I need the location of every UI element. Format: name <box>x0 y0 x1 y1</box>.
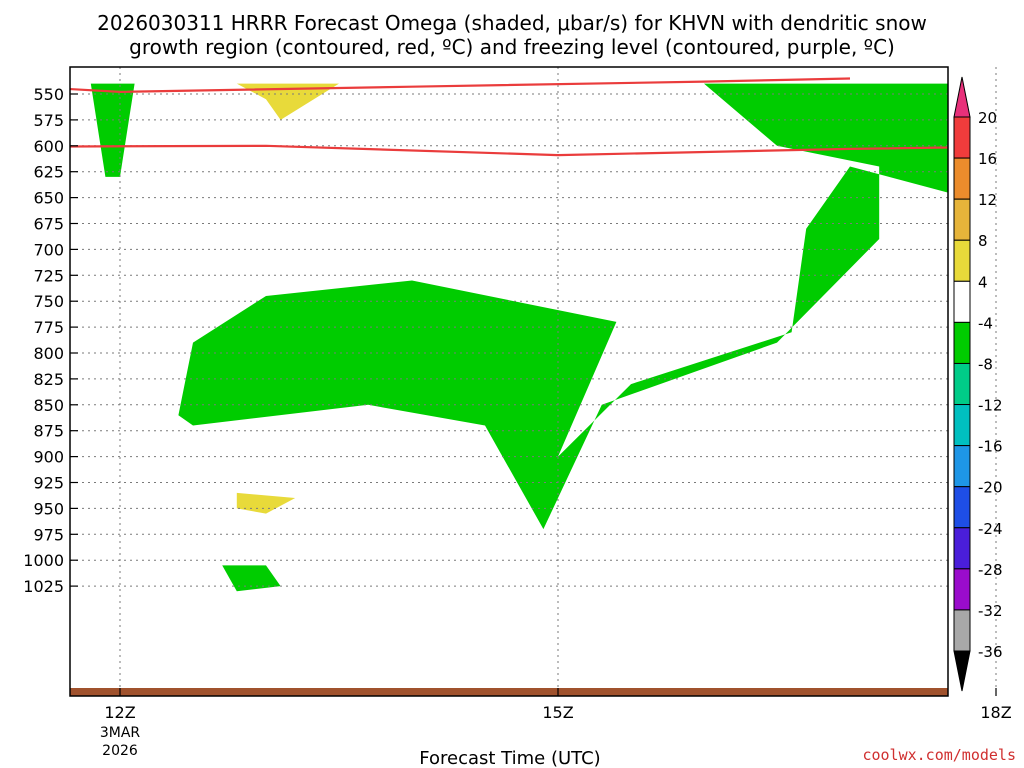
colorbar-segment <box>953 321 971 364</box>
colorbar-segment <box>953 239 971 282</box>
y-tick-label: 850 <box>33 396 64 415</box>
y-tick-label: 550 <box>33 85 64 104</box>
colorbar-label: -16 <box>978 438 1003 456</box>
colorbar-label: -4 <box>978 314 993 332</box>
colorbar-bottom-arrow <box>953 650 971 692</box>
colorbar-label: -32 <box>978 602 1003 620</box>
ground-layer <box>70 688 948 696</box>
colorbar-segment <box>953 486 971 529</box>
x-tick-label: 12Z <box>104 703 135 722</box>
y-tick-label: 650 <box>33 189 64 208</box>
colorbar-label: -36 <box>978 643 1003 661</box>
colorbar-label: 16 <box>978 150 997 168</box>
chart-title-line-1: 2026030311 HRRR Forecast Omega (shaded, … <box>97 11 927 35</box>
y-tick-label: 775 <box>33 318 64 337</box>
colorbar-label: -8 <box>978 355 993 373</box>
y-tick-label: 600 <box>33 137 64 156</box>
colorbar-segment <box>953 157 971 200</box>
colorbar-segment <box>953 404 971 447</box>
y-tick-label: 750 <box>33 292 64 311</box>
omega-region-0 <box>90 83 135 177</box>
colorbar-segment <box>953 116 971 159</box>
x-tick-label: 18Z <box>980 703 1011 722</box>
chart-title-line-2: growth region (contoured, red, ºC) and f… <box>129 35 895 59</box>
y-tick-label: 675 <box>33 215 64 234</box>
colorbar-label: -24 <box>978 520 1003 538</box>
y-tick-label: 1025 <box>23 577 64 596</box>
omega-region-15 <box>236 492 296 514</box>
colorbar-label: 20 <box>978 109 997 127</box>
colorbar-segment <box>953 280 971 323</box>
y-tick-label: 975 <box>33 525 64 544</box>
colorbar-label: 4 <box>978 273 988 291</box>
x-tick-label: 15Z <box>542 703 573 722</box>
plot-frame <box>69 66 949 697</box>
ground-surface <box>70 688 948 696</box>
colorbar: 20 16 12 8 4 -4 -8 -12 -16 -20 -24 -28 -32 -36 <box>953 76 1003 692</box>
omega-region-1 <box>178 83 948 530</box>
grid-layer <box>70 67 997 696</box>
y-tick-label: 800 <box>33 344 64 363</box>
y-tick-label: 700 <box>33 240 64 259</box>
credit-text: coolwx.com/models <box>862 746 1016 764</box>
pressure-axis: 550 575 600 625 650 675 700 725 750 775 800 825 850 8… <box>23 85 78 596</box>
colorbar-segment <box>953 568 971 611</box>
contour-layer <box>70 77 948 157</box>
colorbar-label: -20 <box>978 479 1003 497</box>
y-tick-label: 1000 <box>23 551 64 570</box>
colorbar-segment <box>953 445 971 488</box>
omega-region-6 <box>222 565 281 592</box>
omega-region-14 <box>236 83 339 120</box>
colorbar-label: -28 <box>978 561 1003 579</box>
y-tick-label: 900 <box>33 448 64 467</box>
colorbar-label: -12 <box>978 397 1003 415</box>
colorbar-segment <box>953 609 971 652</box>
colorbar-label: 12 <box>978 191 997 209</box>
dgz-contour-0 <box>70 77 851 94</box>
colorbar-segment <box>953 198 971 241</box>
y-tick-label: 625 <box>33 163 64 182</box>
colorbar-label: 8 <box>978 232 988 250</box>
y-tick-label: 725 <box>33 266 64 285</box>
y-tick-label: 825 <box>33 370 64 389</box>
time-axis: 12Z3MAR202615Z18Z21Z00Z4MAR03Z <box>100 688 1012 759</box>
x-tick-year-label: 2026 <box>102 743 138 759</box>
omega-shading-layer <box>90 83 948 592</box>
x-axis-title: Forecast Time (UTC) <box>419 748 600 768</box>
dgz-contour-1 <box>70 144 948 157</box>
y-tick-label: 950 <box>33 499 64 518</box>
colorbar-segment <box>953 527 971 570</box>
y-tick-label: 575 <box>33 111 64 130</box>
colorbar-top-arrow <box>953 76 971 118</box>
x-tick-date-label: 3MAR <box>100 725 141 741</box>
y-tick-label: 875 <box>33 422 64 441</box>
colorbar-segment <box>953 362 971 406</box>
y-tick-label: 925 <box>33 474 64 493</box>
